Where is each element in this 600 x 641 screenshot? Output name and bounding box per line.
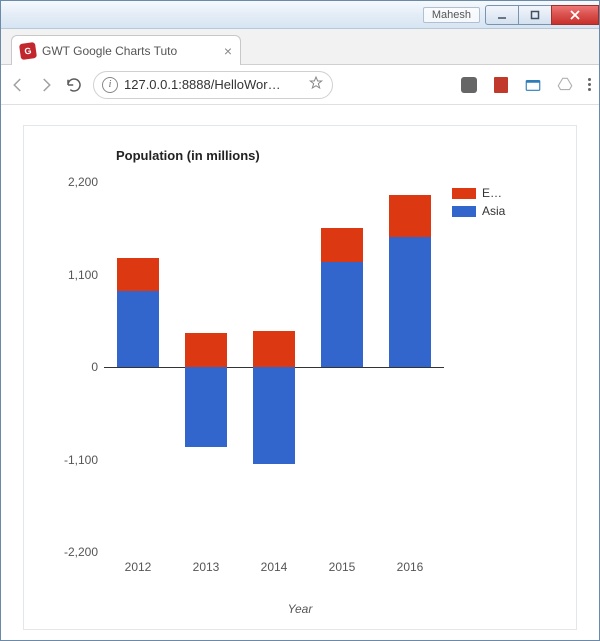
chart-x-tick-label: 2015 <box>311 560 373 574</box>
chart-bar-segment <box>117 258 159 292</box>
chart-bar-segment <box>185 333 227 367</box>
chart-y-tick-label: 2,200 <box>44 175 98 189</box>
chart-x-tick-label: 2012 <box>107 560 169 574</box>
extension-icon[interactable] <box>492 76 510 94</box>
chart-bar-segment <box>117 291 159 367</box>
back-button[interactable] <box>9 76 27 94</box>
tab-strip: G GWT Google Charts Tuto × <box>1 29 599 65</box>
chart-x-tick-label: 2016 <box>379 560 441 574</box>
legend-label: Asia <box>482 204 505 218</box>
tab-title: GWT Google Charts Tuto <box>42 44 218 58</box>
reload-button[interactable] <box>65 76 83 94</box>
chart-y-tick-label: -2,200 <box>44 545 98 559</box>
url-text: 127.0.0.1:8888/HelloWor… <box>124 77 302 92</box>
browser-toolbar: i 127.0.0.1:8888/HelloWor… <box>1 65 599 105</box>
site-info-icon[interactable]: i <box>102 77 118 93</box>
tab-favicon-icon: G <box>19 41 37 59</box>
address-bar[interactable]: i 127.0.0.1:8888/HelloWor… <box>93 71 333 99</box>
window-minimize-button[interactable] <box>485 5 519 25</box>
extension-icon[interactable] <box>460 76 478 94</box>
chart-title: Population (in millions) <box>116 148 260 163</box>
window-titlebar: Mahesh <box>1 1 599 29</box>
chart-y-tick-label: 0 <box>44 360 98 374</box>
chart-bar-segment <box>389 195 431 237</box>
legend-label: E… <box>482 186 502 200</box>
chart-bar-segment <box>321 228 363 262</box>
toolbar-right-group <box>460 76 591 94</box>
forward-button[interactable] <box>37 76 55 94</box>
extension-icon[interactable] <box>556 76 574 94</box>
chart-bar-segment <box>253 367 295 464</box>
chart-bar-segment <box>389 237 431 367</box>
chart-x-axis-label: Year <box>24 602 576 616</box>
browser-window: Mahesh G GWT Google Charts Tuto × i 127 <box>0 0 600 641</box>
chart-container: Population (in millions) -2,200-1,10001,… <box>23 125 577 630</box>
chart-plot-area: -2,200-1,10001,1002,20020122013201420152… <box>104 182 444 552</box>
browser-tab[interactable]: G GWT Google Charts Tuto × <box>11 35 241 65</box>
extension-icon[interactable] <box>524 76 542 94</box>
legend-swatch <box>452 188 476 199</box>
window-maximize-button[interactable] <box>518 5 552 25</box>
chart-bar-segment <box>185 367 227 447</box>
browser-menu-button[interactable] <box>588 78 591 91</box>
legend-swatch <box>452 206 476 217</box>
page-content: Population (in millions) -2,200-1,10001,… <box>1 105 599 640</box>
window-user-label: Mahesh <box>423 7 480 23</box>
tab-close-icon[interactable]: × <box>224 44 232 58</box>
legend-item: Asia <box>452 204 505 218</box>
legend-item: E… <box>452 186 505 200</box>
chart-legend: E… Asia <box>452 186 505 218</box>
chart-bar-segment <box>321 262 363 367</box>
chart-x-tick-label: 2013 <box>175 560 237 574</box>
chart-y-tick-label: -1,100 <box>44 453 98 467</box>
window-close-button[interactable] <box>551 5 599 25</box>
bookmark-star-icon[interactable] <box>308 75 324 94</box>
chart-bar-segment <box>253 331 295 367</box>
chart-x-tick-label: 2014 <box>243 560 305 574</box>
chart-y-tick-label: 1,100 <box>44 268 98 282</box>
